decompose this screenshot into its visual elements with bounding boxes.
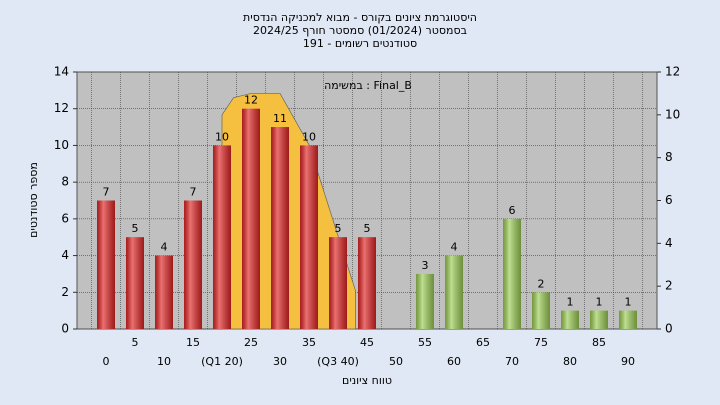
x-tick-label: 30 bbox=[273, 355, 287, 368]
y-tick-label: 4 bbox=[61, 248, 69, 262]
bar-shine bbox=[213, 145, 231, 329]
x-tick-label: (Q1 20) bbox=[201, 355, 243, 368]
x-tick-label: 55 bbox=[418, 336, 432, 349]
x-tick-label: 25 bbox=[244, 336, 258, 349]
x-tick-label: 60 bbox=[447, 355, 461, 368]
value-label: 10 bbox=[302, 130, 316, 143]
y2-tick-label: 4 bbox=[665, 236, 673, 250]
y2-tick-label: 8 bbox=[665, 150, 673, 164]
chart-title: היסטוגרמת ציונים בקורס - מבוא למכניקה הנ… bbox=[243, 11, 477, 24]
bar-shine bbox=[97, 200, 115, 329]
value-label: 7 bbox=[103, 186, 110, 199]
value-label: 11 bbox=[273, 112, 287, 125]
y-tick-label: 10 bbox=[54, 138, 69, 152]
x-tick-label: 85 bbox=[592, 336, 606, 349]
x-tick-label: 50 bbox=[389, 355, 403, 368]
x-tick-label: 0 bbox=[103, 355, 110, 368]
y-tick-label: 6 bbox=[61, 211, 69, 225]
value-label: 4 bbox=[451, 241, 458, 254]
bar-shine bbox=[619, 310, 637, 329]
annotation: במשימה : Final_B bbox=[324, 79, 412, 92]
value-label: 1 bbox=[567, 296, 574, 309]
bar-shine bbox=[242, 108, 260, 329]
y2-tick-label: 6 bbox=[665, 193, 673, 207]
value-label: 5 bbox=[364, 222, 371, 235]
x-tick-label: 70 bbox=[505, 355, 519, 368]
x-tick-label: 15 bbox=[186, 336, 200, 349]
bar-shine bbox=[561, 310, 579, 329]
value-label: 2 bbox=[538, 277, 545, 290]
bar-shine bbox=[126, 237, 144, 329]
bar-shine bbox=[445, 255, 463, 329]
bar-shine bbox=[184, 200, 202, 329]
y2-tick-label: 12 bbox=[665, 65, 680, 79]
bar-shine bbox=[532, 292, 550, 329]
x-tick-label: 80 bbox=[563, 355, 577, 368]
value-label: 5 bbox=[132, 222, 139, 235]
value-label: 6 bbox=[509, 204, 516, 217]
x-tick-label: 45 bbox=[360, 336, 374, 349]
y2-tick-label: 0 bbox=[665, 322, 673, 336]
x-tick-label: 75 bbox=[534, 336, 548, 349]
y2-tick-label: 2 bbox=[665, 279, 673, 293]
y-tick-label: 12 bbox=[54, 101, 69, 115]
x-tick-label: 5 bbox=[132, 336, 139, 349]
x-tick-label: 65 bbox=[476, 336, 490, 349]
x-tick-label: (Q3 40) bbox=[317, 355, 359, 368]
bar-shine bbox=[300, 145, 318, 329]
bar-shine bbox=[416, 273, 434, 329]
bar-shine bbox=[358, 237, 376, 329]
bar-shine bbox=[590, 310, 608, 329]
y-tick-label: 14 bbox=[54, 65, 69, 79]
x-axis-title: טווח ציונים bbox=[342, 374, 392, 387]
x-tick-label: 10 bbox=[157, 355, 171, 368]
chart-subtitle: סטודנטים רשומים - 191 bbox=[303, 37, 417, 50]
value-label: 5 bbox=[335, 222, 342, 235]
value-label: 12 bbox=[244, 94, 258, 107]
value-label: 10 bbox=[215, 130, 229, 143]
x-tick-label: 35 bbox=[302, 336, 316, 349]
y-axis-title: מספר סטודנטים bbox=[27, 162, 40, 238]
value-label: 1 bbox=[596, 296, 603, 309]
y-tick-label: 8 bbox=[61, 175, 69, 189]
chart-subtitle: בסמסטר (01/2024) סמסטר חורף 2024/25 bbox=[253, 24, 467, 37]
bar-shine bbox=[503, 218, 521, 329]
bar-shine bbox=[271, 127, 289, 329]
value-label: 3 bbox=[422, 259, 429, 272]
bar-shine bbox=[329, 237, 347, 329]
value-label: 7 bbox=[190, 186, 197, 199]
x-tick-label: 90 bbox=[621, 355, 635, 368]
y-tick-label: 0 bbox=[61, 322, 69, 336]
bar-shine bbox=[155, 255, 173, 329]
value-label: 4 bbox=[161, 241, 168, 254]
y-tick-label: 2 bbox=[61, 285, 69, 299]
y2-tick-label: 10 bbox=[665, 107, 680, 121]
value-label: 1 bbox=[625, 296, 632, 309]
